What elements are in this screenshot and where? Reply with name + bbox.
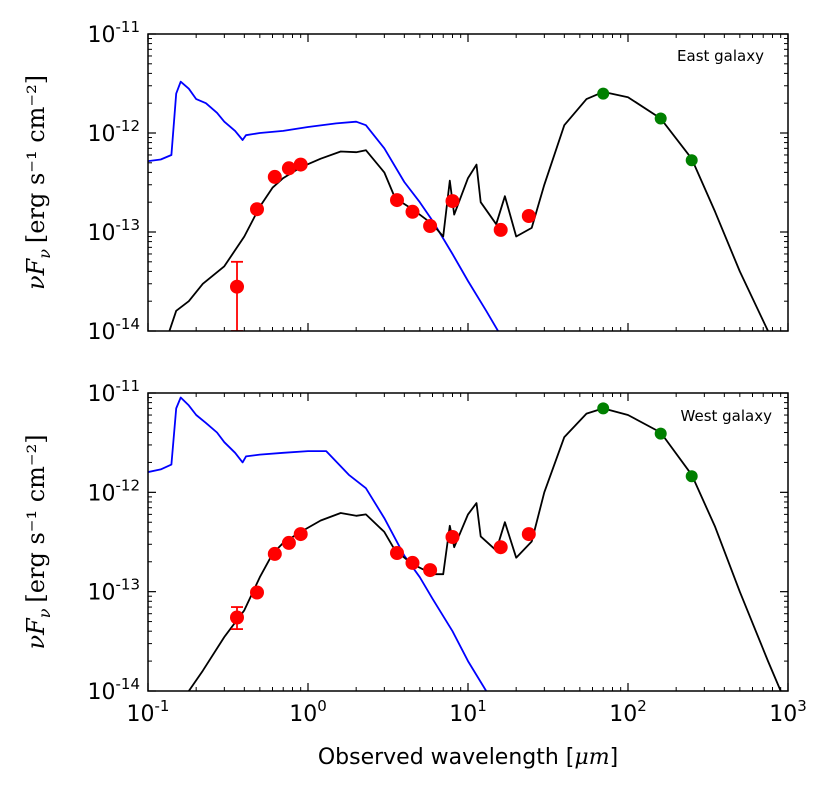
photometry-point-east-6 (405, 204, 420, 219)
fir-point-east-2 (685, 154, 698, 167)
y-axis-label-west: νFν[erg s⁻¹ cm⁻²] (22, 434, 54, 649)
photometry-point-east-1 (250, 202, 264, 217)
x-tick-label: 102 (609, 697, 647, 727)
photometry-point-west-6 (405, 555, 420, 570)
y-axis-label-text: νFν[erg s⁻¹ cm⁻²] (22, 75, 54, 290)
fir-point-east-1 (654, 112, 667, 125)
photometry-point-west-7 (423, 563, 438, 578)
plot-area-west (148, 396, 782, 691)
photometry-point-west-5 (390, 546, 404, 560)
total-model-line-east (168, 91, 769, 331)
photometry-point-east-7 (423, 219, 438, 233)
photometry-point-west-8 (445, 530, 460, 544)
x-tick-label: 101 (449, 697, 487, 727)
fir-point-west-1 (654, 427, 667, 440)
panel-title-east: East galaxy (677, 47, 764, 65)
photometry-point-east-4 (293, 157, 308, 172)
photometry-point-west-10 (521, 527, 536, 542)
fir-point-east-0 (597, 87, 610, 100)
fir-point-west-0 (597, 402, 610, 415)
stellar-model-line-west (148, 396, 487, 691)
photometry-point-east-8 (445, 194, 460, 209)
error-bar-east (231, 260, 244, 331)
plot-area-east (148, 80, 769, 331)
x-axis-label-suffix: ] (610, 745, 619, 770)
panel-east-galaxy: 10-14 10-13 10-12 10-11 East galaxy νFν[erg… (22, 18, 789, 345)
photometry-point-west-3 (281, 535, 296, 550)
ticks-west: 10-14 10-13 10-12 10-11 10-1 100 101 102 103 (88, 377, 807, 727)
y-axis-label-text: νFν[erg s⁻¹ cm⁻²] (22, 434, 54, 649)
x-tick-label: 100 (289, 697, 327, 727)
y-tick-label-east: 10-13 (88, 216, 141, 246)
x-tick-label: 103 (769, 697, 807, 727)
photometry-point-east-10 (521, 209, 536, 223)
ticks-east: 10-14 10-13 10-12 10-11 (88, 18, 789, 345)
y-tick-label-west: 10-14 (88, 675, 141, 705)
axes-frame-east (147, 33, 789, 332)
axes-frame-west (147, 392, 789, 692)
panel-west-galaxy: 10-14 10-13 10-12 10-11 10-1 100 101 102 103 Wes… (22, 377, 807, 727)
y-tick-label-west: 10-13 (88, 576, 141, 606)
y-tick-label-east: 10-11 (88, 18, 141, 48)
photometry-point-east-3 (281, 161, 296, 176)
x-axis-label-prefix: Observed wavelength [ (318, 745, 575, 770)
photometry-point-west-0 (230, 610, 244, 625)
stellar-model-line-east (148, 80, 500, 331)
photometry-point-east-2 (267, 169, 282, 184)
y-tick-label-east: 10-14 (88, 315, 141, 345)
photometry-point-west-9 (493, 540, 508, 555)
y-tick-label-west: 10-12 (88, 476, 141, 506)
photometry-point-east-5 (390, 193, 404, 208)
photometry-point-east-0 (230, 279, 244, 294)
x-tick-label: 10-1 (127, 697, 170, 727)
panel-title-west: West galaxy (681, 407, 773, 425)
y-axis-label-east: νFν[erg s⁻¹ cm⁻²] (22, 75, 54, 290)
y-tick-label-east: 10-12 (88, 117, 141, 147)
x-axis-label: Observed wavelength [μm] (318, 745, 618, 770)
photometry-point-west-2 (267, 546, 282, 561)
photometry-point-west-1 (250, 585, 264, 600)
photometry-point-west-4 (293, 527, 308, 542)
photometry-point-east-9 (493, 222, 508, 237)
y-tick-label-west: 10-11 (88, 377, 141, 407)
fir-point-west-2 (685, 470, 698, 483)
x-axis-label-unit: μm (574, 745, 609, 770)
